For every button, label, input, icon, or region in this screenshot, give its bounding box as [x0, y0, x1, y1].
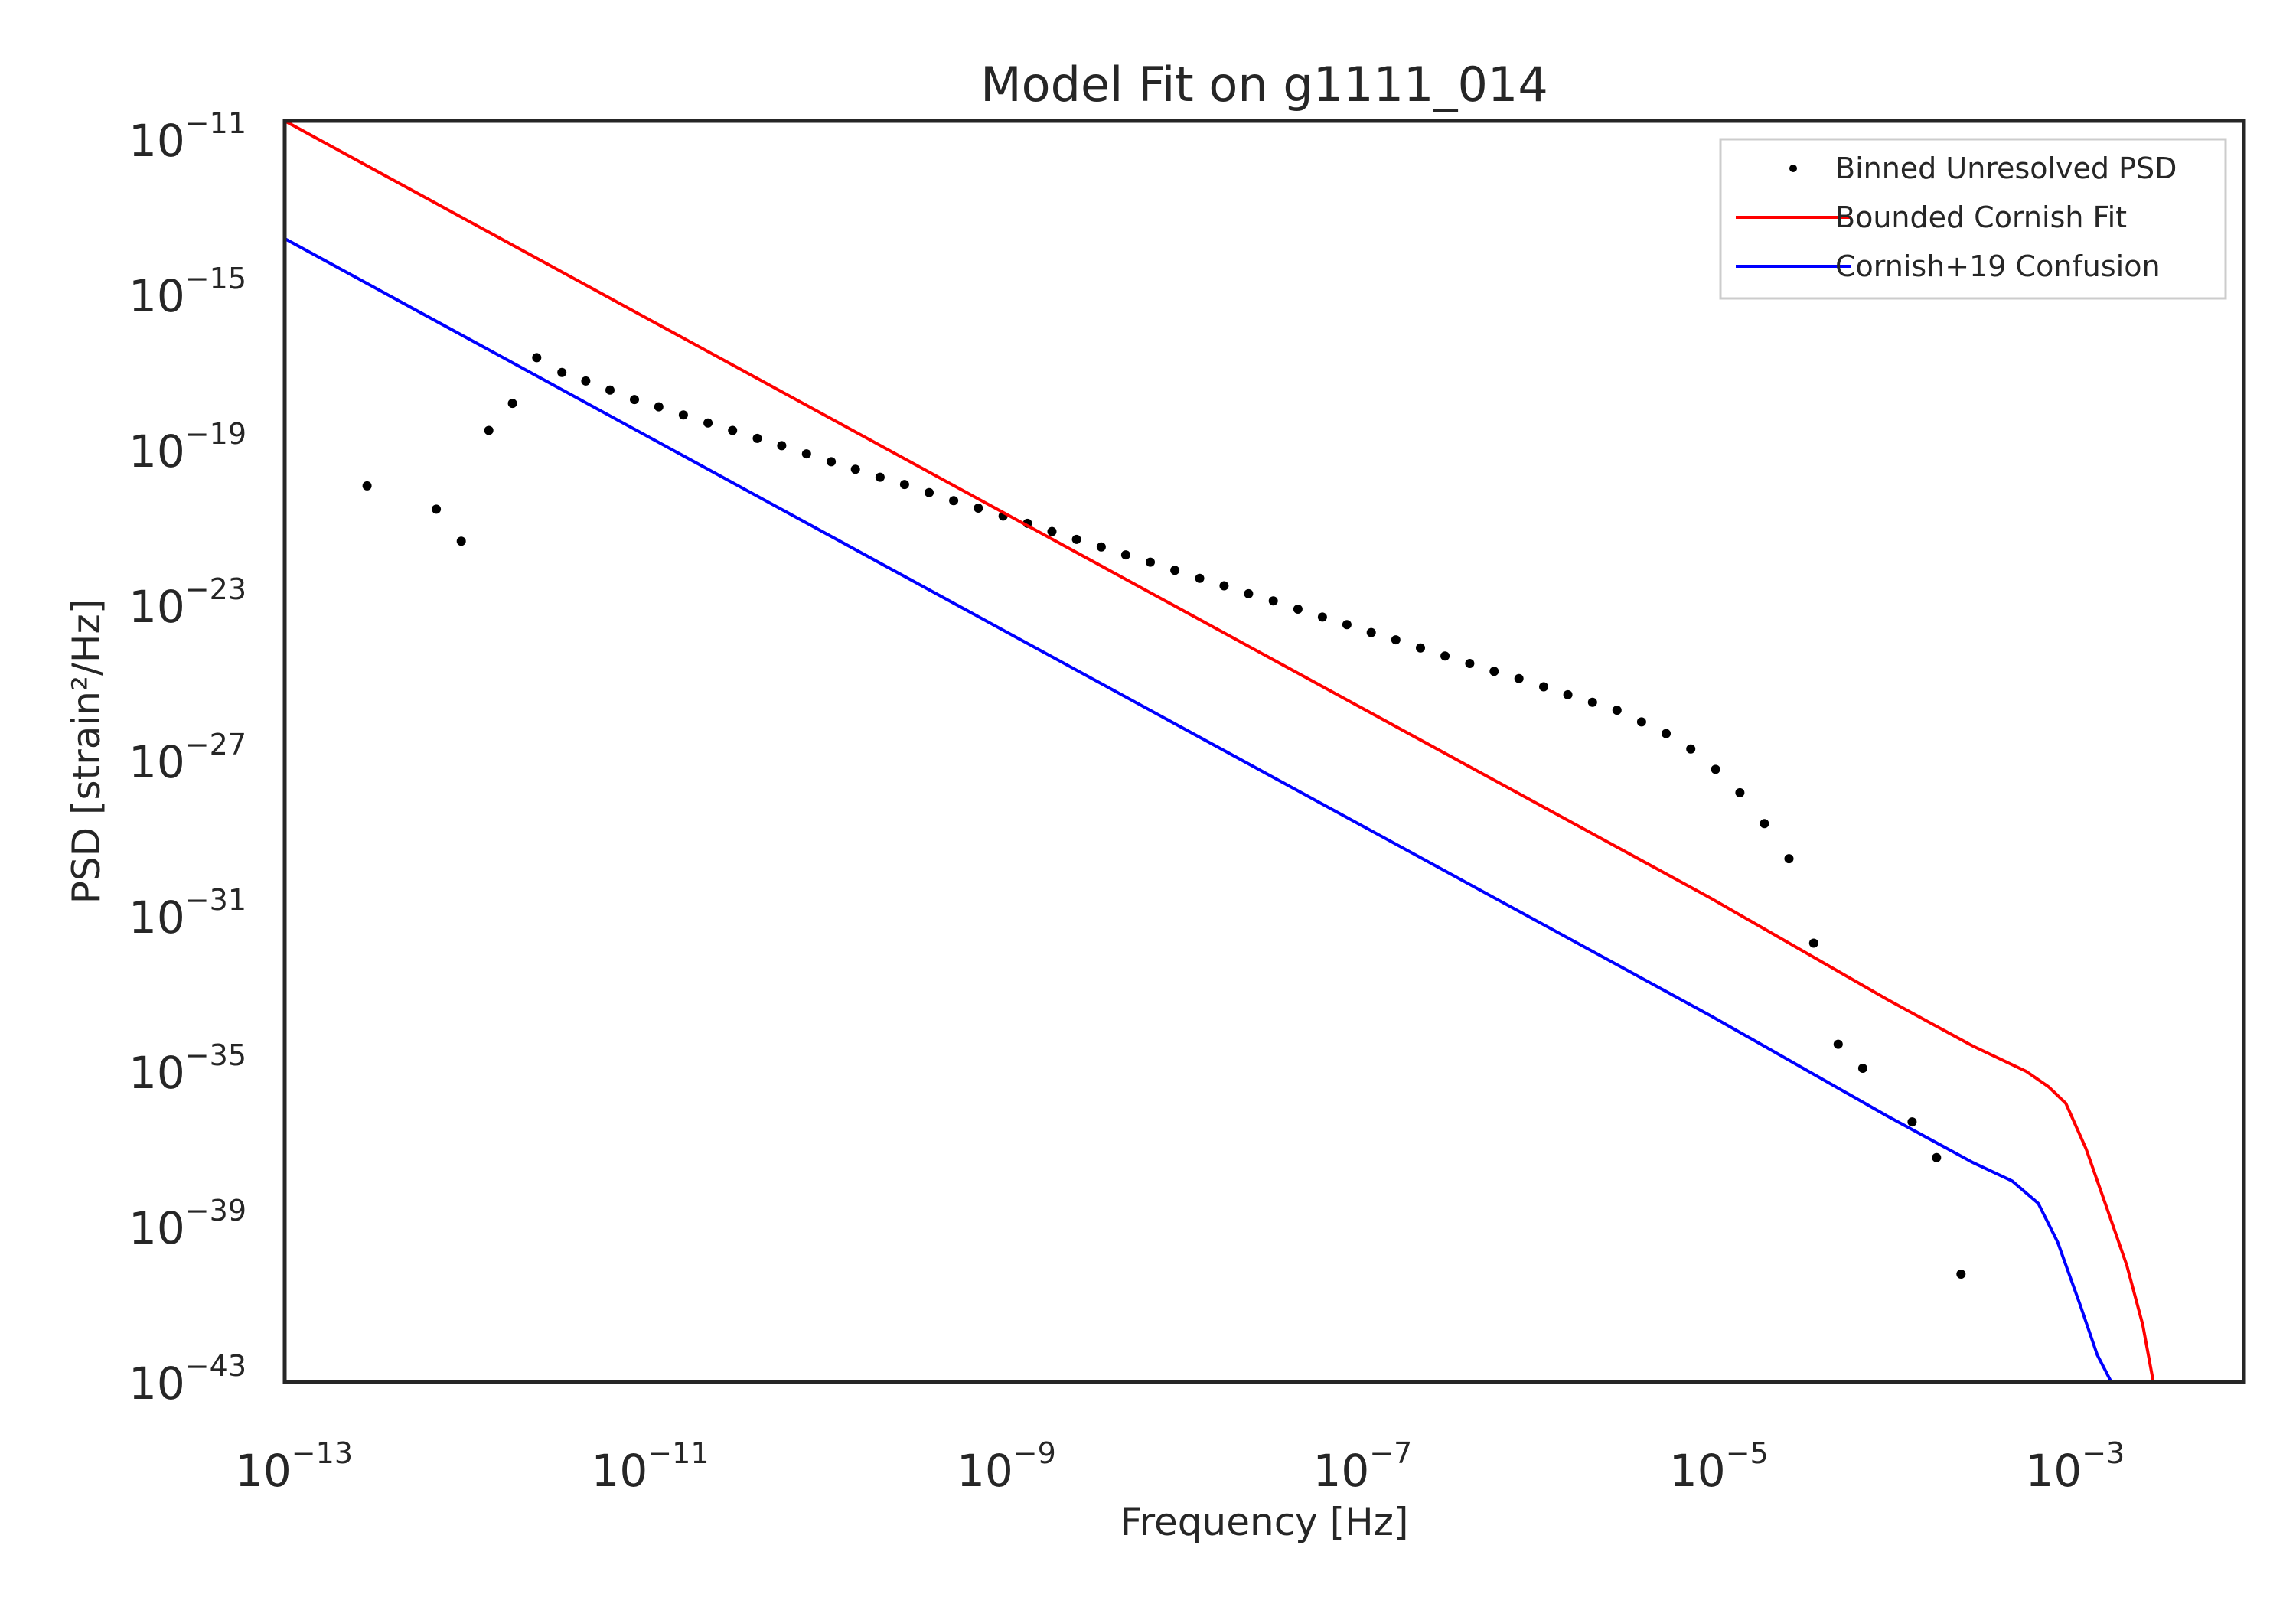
data-point	[1760, 819, 1769, 829]
series-line-1	[285, 121, 2155, 1382]
tick-label: 10−3	[2025, 1436, 2125, 1497]
data-point	[678, 410, 688, 420]
data-point	[581, 376, 591, 386]
data-point	[801, 449, 811, 459]
tick-label: 10−11	[591, 1436, 709, 1497]
data-point	[557, 367, 567, 377]
data-point	[1342, 620, 1352, 630]
legend-label: Cornish+19 Confusion	[1835, 249, 2161, 283]
data-point	[703, 418, 713, 428]
data-point	[532, 353, 542, 363]
data-point	[1391, 635, 1401, 645]
data-point	[1416, 643, 1425, 653]
data-point	[1219, 581, 1229, 591]
data-point	[1366, 627, 1376, 637]
tick-label: 10−15	[129, 262, 246, 322]
y-axis-ticks: 10−43 10−39 10−35 10−31 10−27 10−23 10−19 10−15…	[129, 106, 246, 1410]
data-point	[1268, 596, 1278, 606]
data-point	[1686, 744, 1696, 754]
data-point	[1711, 764, 1720, 774]
data-point	[1833, 1039, 1843, 1049]
data-point	[1612, 706, 1622, 715]
data-point	[899, 480, 909, 490]
legend: Binned Unresolved PSD Bounded Cornish Fit…	[1719, 138, 2227, 300]
data-point	[1120, 550, 1130, 560]
tick-label: 10−35	[129, 1038, 246, 1099]
data-point	[1440, 651, 1450, 661]
tick-label: 10−23	[129, 572, 246, 633]
legend-label: Binned Unresolved PSD	[1835, 152, 2177, 185]
data-point	[1071, 534, 1081, 544]
data-point	[850, 464, 860, 474]
data-point	[1808, 938, 1818, 948]
data-point	[925, 487, 934, 497]
data-point	[1293, 605, 1303, 614]
data-point	[1932, 1152, 1942, 1162]
data-point	[507, 399, 517, 409]
data-point	[605, 385, 615, 395]
x-axis-ticks: 10−13 10−11 10−9 10−7 10−5 10−3	[235, 1436, 2125, 1497]
tick-label: 10−39	[129, 1194, 246, 1254]
series-line-2	[285, 237, 2113, 1382]
plot-frame	[282, 119, 2246, 1384]
data-point	[1489, 667, 1499, 676]
data-point	[1170, 566, 1180, 575]
data-point	[654, 402, 664, 412]
data-point	[974, 504, 983, 513]
data-point	[456, 536, 466, 546]
data-point	[752, 433, 762, 443]
tick-label: 10−7	[1313, 1436, 1412, 1497]
data-point	[1784, 854, 1794, 864]
tick-label: 10−11	[129, 106, 246, 167]
data-point	[1195, 573, 1205, 583]
chart-title: Model Fit on g1111_014	[980, 57, 1548, 112]
data-point	[1465, 659, 1475, 668]
data-point	[484, 425, 494, 435]
tick-label: 10−43	[129, 1349, 246, 1410]
data-point	[827, 457, 837, 467]
tick-label: 10−5	[1669, 1436, 1769, 1497]
tick-label: 10−19	[129, 417, 246, 478]
legend-label: Bounded Cornish Fit	[1835, 200, 2127, 234]
data-point	[1539, 682, 1548, 692]
tick-label: 10−31	[129, 883, 246, 944]
data-point	[1317, 612, 1327, 622]
data-point	[1636, 717, 1646, 727]
tick-label: 10−27	[129, 728, 246, 788]
data-point	[875, 472, 885, 482]
legend-marker	[1789, 165, 1797, 172]
data-point	[1047, 526, 1057, 536]
data-point	[1146, 557, 1155, 567]
data-point	[1956, 1270, 1966, 1279]
x-axis-label: Frequency [Hz]	[1120, 1500, 1408, 1544]
data-point	[432, 504, 442, 514]
data-point	[1563, 689, 1573, 699]
series-layer	[285, 121, 2155, 1382]
legend-entries: Binned Unresolved PSD Bounded Cornish Fit…	[1736, 152, 2177, 283]
data-point	[1244, 588, 1254, 598]
data-point	[1587, 697, 1597, 707]
tick-label: 10−13	[235, 1436, 353, 1497]
data-point	[1096, 542, 1106, 552]
data-point	[777, 441, 787, 451]
data-point	[949, 496, 959, 506]
data-point	[362, 481, 372, 491]
data-point	[1857, 1064, 1867, 1073]
data-point	[1907, 1117, 1917, 1127]
tick-label: 10−9	[957, 1436, 1056, 1497]
data-point	[630, 395, 639, 405]
data-point	[1514, 673, 1524, 683]
y-axis-label: PSD [strain²/Hz]	[64, 599, 109, 904]
data-point	[1662, 729, 1671, 738]
data-point	[728, 425, 738, 435]
data-point	[1735, 787, 1745, 797]
